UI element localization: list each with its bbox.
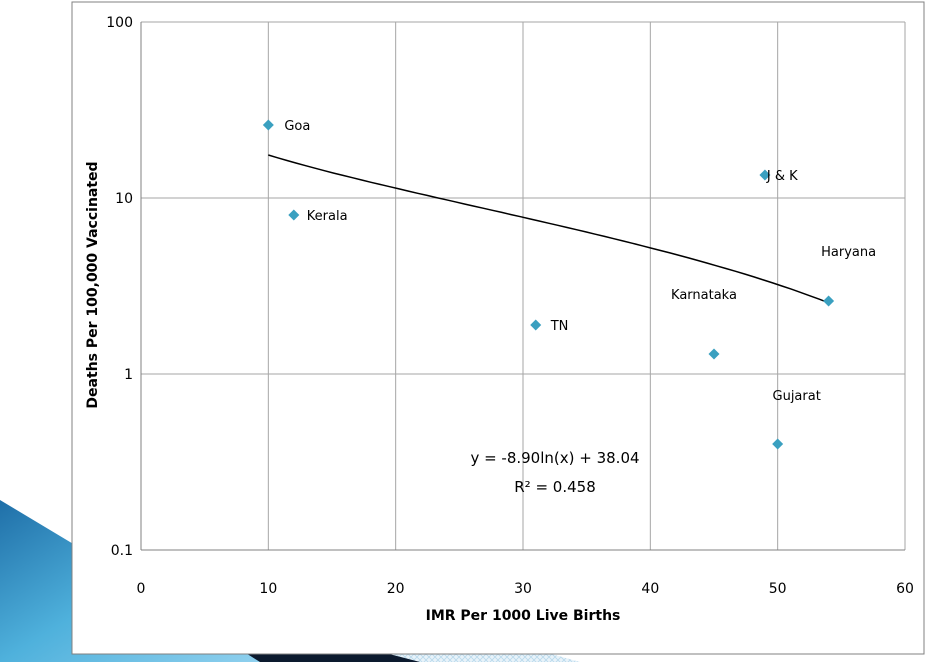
x-tick-label: 10 (259, 581, 277, 597)
point-label: Karnataka (671, 288, 737, 303)
y-tick-label: 100 (106, 15, 133, 31)
data-point-j-k (759, 169, 771, 181)
point-label: Goa (284, 119, 310, 134)
x-tick-label: 20 (387, 581, 405, 597)
data-point-goa (262, 119, 274, 131)
trendline-equation: y = -8.90ln(x) + 38.04 (470, 449, 639, 467)
y-axis-title: Deaths Per 100,000 Vaccinated (85, 161, 101, 408)
x-tick-label: 50 (769, 581, 787, 597)
trendline-r2: R² = 0.458 (514, 478, 595, 496)
x-tick-label: 60 (896, 581, 914, 597)
x-tick-label: 30 (514, 581, 532, 597)
x-tick-labels: 0 10 20 30 40 50 60 (137, 581, 914, 597)
x-tick-label: 40 (641, 581, 659, 597)
chart-area (71, 1, 925, 655)
x-tick-label: 0 (137, 581, 146, 597)
trendline (268, 154, 829, 304)
x-axis-title: IMR Per 1000 Live Births (426, 608, 621, 624)
point-label: Gujarat (773, 389, 821, 404)
point-labels: Goa Kerala TN Karnataka J & K Gujarat Haryana (284, 119, 876, 404)
point-label: Haryana (821, 245, 876, 260)
data-point-karnataka (708, 348, 720, 360)
point-label: TN (550, 319, 569, 334)
data-point-kerala (288, 209, 300, 221)
y-tick-label: 1 (124, 367, 133, 383)
point-label: Kerala (307, 209, 348, 224)
data-points (262, 119, 835, 450)
point-label: J & K (766, 169, 798, 184)
y-tick-label: 10 (115, 191, 133, 207)
data-point-gujarat (772, 438, 784, 450)
data-point-haryana (823, 295, 835, 307)
y-tick-labels: 0.1 1 10 100 (106, 15, 133, 559)
y-tick-label: 0.1 (111, 543, 133, 559)
data-point-tn (530, 319, 542, 331)
